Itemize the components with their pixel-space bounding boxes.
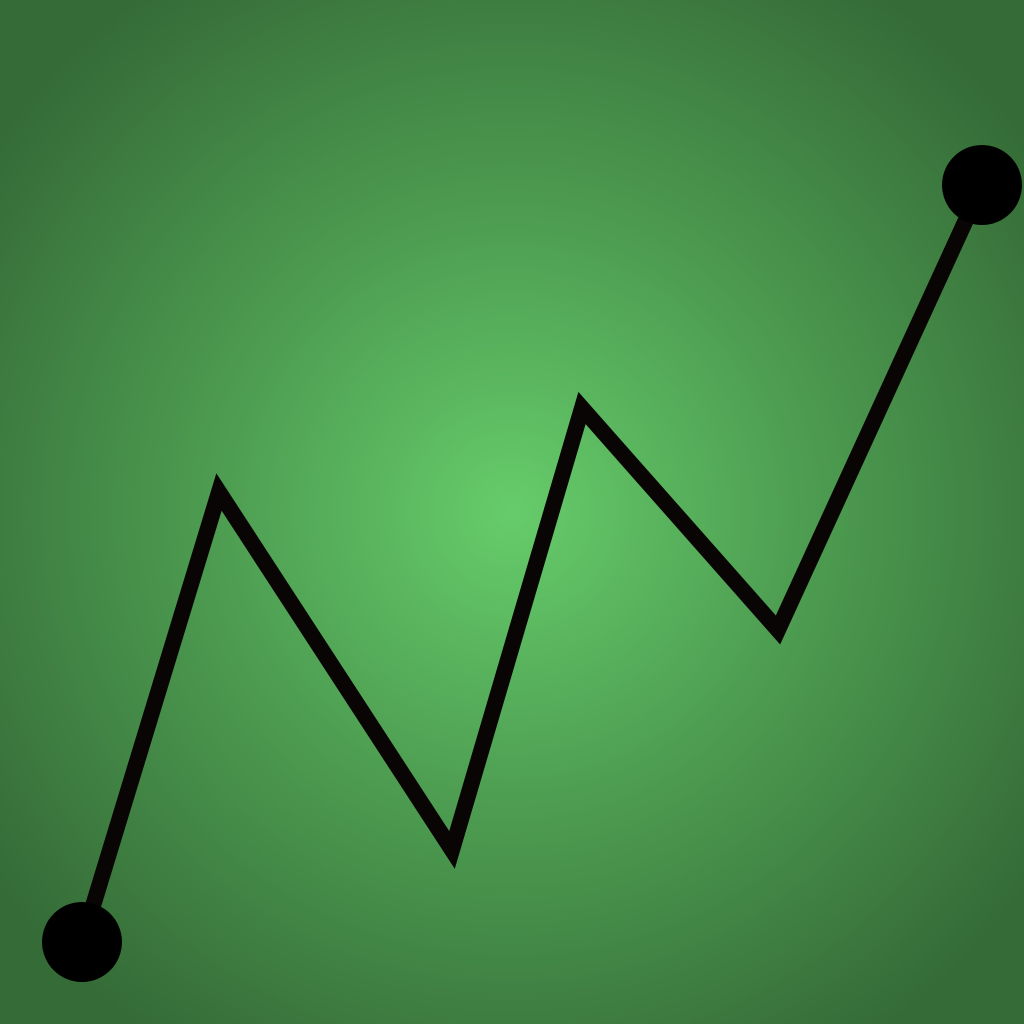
end-point-dot: [942, 145, 1022, 225]
start-point-dot: [42, 902, 122, 982]
zigzag-line: [74, 181, 990, 945]
